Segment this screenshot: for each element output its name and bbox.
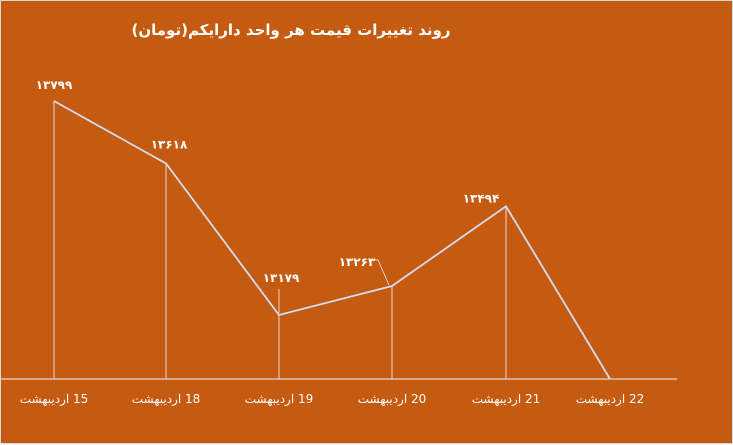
series-line — [53, 100, 611, 380]
x-tick-label-2: 19 اردیبهشت — [245, 392, 314, 407]
drop-lines-group — [53, 101, 507, 379]
data-point-3 — [391, 285, 393, 287]
data-point-0 — [53, 100, 55, 102]
x-tick-label-0: 15 اردیبهشت — [20, 392, 89, 407]
data-point-4 — [505, 205, 507, 207]
data-point-2 — [278, 314, 280, 316]
x-tick-label-1: 18 اردیبهشت — [132, 392, 201, 407]
chart-title: روند تغییرات قیمت هر واحد دارایکم(تومان) — [131, 21, 450, 39]
data-label-2: ۱۳۱۷۹ — [263, 271, 300, 285]
x-tick-label-5: 22 اردیبهشت — [576, 392, 645, 407]
data-label-0: ۱۳۷۹۹ — [36, 78, 73, 92]
leader-line-3 — [370, 259, 390, 286]
data-label-4: ۱۳۴۹۴ — [463, 191, 500, 205]
x-tick-label-4: 21 اردیبهشت — [472, 392, 541, 407]
data-label-1: ۱۳۶۱۸ — [151, 137, 188, 151]
data-label-3: ۱۳۲۶۳ — [339, 255, 376, 269]
x-tick-labels-group: 15 اردیبهشت 18 اردیبهشت 19 اردیبهشت 20 اردی… — [20, 392, 645, 407]
x-tick-label-3: 20 اردیبهشت — [358, 392, 427, 407]
data-point-5 — [609, 378, 611, 380]
data-point-1 — [165, 162, 167, 164]
series-group — [53, 100, 611, 380]
data-labels-group: ۱۳۷۹۹ ۱۳۶۱۸ ۱۳۱۷۹ ۱۳۲۶۳ ۱۳۴۹۴ — [36, 78, 500, 313]
